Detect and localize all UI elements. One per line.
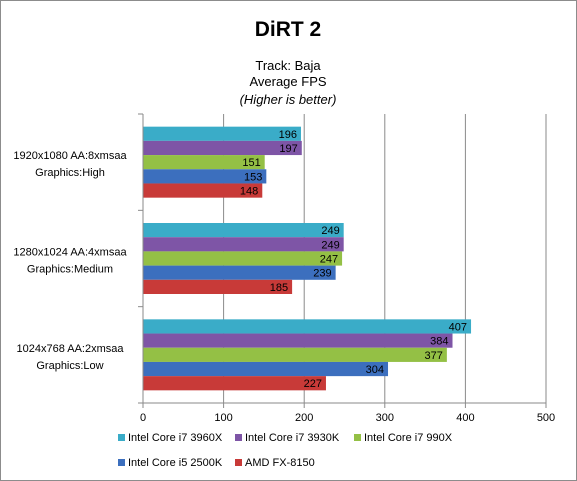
category-label: 1280x1024 AA:4xmsaa: [13, 247, 127, 259]
legend-swatch: [118, 459, 125, 466]
bar: [143, 183, 263, 198]
bar: [143, 319, 472, 334]
x-tick-label: 500: [537, 412, 555, 424]
data-label: 249: [321, 239, 339, 251]
category-label: Graphics:Medium: [27, 264, 113, 276]
x-tick-label: 400: [456, 412, 474, 424]
bar: [143, 279, 293, 294]
legend-label: Intel Core i7 3960X: [128, 432, 223, 444]
data-label: 384: [430, 336, 448, 348]
legend-label: Intel Core i7 3930K: [245, 432, 340, 444]
legend-swatch: [235, 434, 242, 441]
legend-label: Intel Core i5 2500K: [128, 457, 223, 469]
bars: [143, 126, 472, 391]
chart-subtitle-track: Track: Baja: [255, 58, 321, 73]
bar: [143, 237, 344, 252]
bar: [143, 251, 343, 266]
legend-swatch: [235, 459, 242, 466]
chart-subtitle-note: (Higher is better): [240, 92, 337, 107]
data-label: 148: [240, 186, 258, 198]
data-label: 377: [425, 350, 443, 362]
data-label: 407: [449, 321, 467, 333]
category-label: 1920x1080 AA:8xmsaa: [13, 150, 127, 162]
data-label: 153: [244, 171, 262, 183]
category-label: Graphics:Low: [36, 360, 103, 372]
data-label: 197: [279, 143, 297, 155]
bar: [143, 223, 344, 238]
category-label: Graphics:High: [35, 167, 105, 179]
labels: 196 197 151 153 148 1920x1080 AA:8xmsaa Graphi…: [13, 129, 467, 390]
x-tick-label: 200: [295, 412, 313, 424]
legend: Intel Core i7 3960X Intel Core i7 3930K In…: [118, 432, 453, 469]
data-label: 185: [270, 282, 288, 294]
x-tick-label: 300: [376, 412, 394, 424]
bar: [143, 361, 389, 377]
data-label: 247: [320, 254, 338, 266]
x-tick-label: 0: [140, 412, 146, 424]
x-tick-label: 100: [214, 412, 232, 424]
legend-label: AMD FX-8150: [245, 457, 315, 469]
bar: [143, 376, 326, 391]
legend-label: Intel Core i7 990X: [364, 432, 453, 444]
data-label: 249: [321, 225, 339, 237]
bar: [143, 333, 453, 348]
bar: [143, 140, 302, 156]
data-label: 196: [279, 129, 297, 141]
legend-swatch: [118, 434, 125, 441]
bar: [143, 126, 301, 141]
data-label: 151: [242, 157, 260, 169]
data-label: 227: [304, 378, 322, 390]
data-label: 304: [366, 364, 384, 376]
bar: [143, 347, 447, 362]
category-label: 1024x768 AA:2xmsaa: [16, 343, 124, 355]
bar: [143, 169, 267, 184]
bar: [143, 155, 265, 170]
legend-swatch: [354, 434, 361, 441]
axes: 0 100 200 300 400 500: [138, 113, 555, 424]
chart-subtitle-metric: Average FPS: [249, 74, 326, 89]
bar: [143, 265, 336, 280]
chart-title: DiRT 2: [255, 18, 322, 41]
data-label: 239: [313, 268, 331, 280]
